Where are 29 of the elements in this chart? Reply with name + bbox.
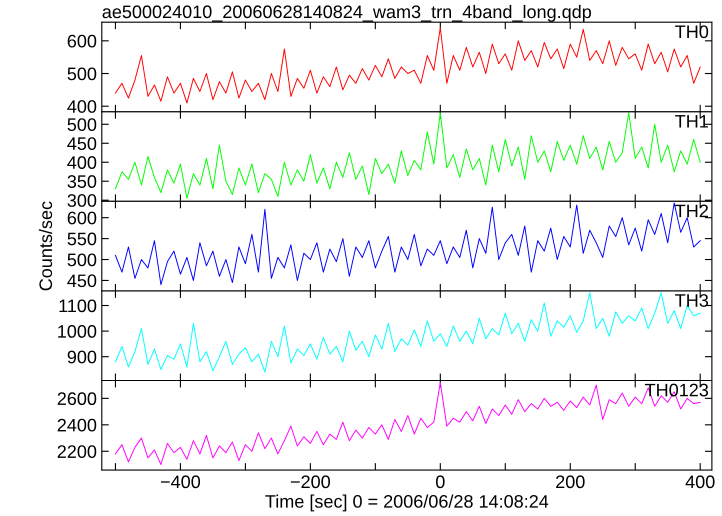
- y-tick-label: 2400: [58, 418, 96, 432]
- y-tick-label: 350: [68, 175, 96, 188]
- y-tick-label: 600: [68, 34, 96, 48]
- series-label: TH0: [675, 25, 708, 38]
- chart-title: ae500024010_20060628140824_wam3_trn_4band_long.qdp: [102, 4, 592, 22]
- y-tick-label: 550: [68, 232, 96, 246]
- y-tick-label: 400: [67, 156, 96, 169]
- x-tick-label: 400: [686, 475, 715, 488]
- y-tick-label: 2600: [58, 392, 96, 406]
- y-tick-label: 450: [67, 274, 96, 288]
- y-axis-title: Counts/sec: [38, 201, 52, 290]
- x-tick-label: −200: [290, 475, 330, 488]
- y-tick-label: 500: [68, 67, 96, 80]
- y-tick-label: 400: [67, 100, 96, 113]
- y-tick-label: 450: [67, 137, 96, 150]
- y-tick-label: 600: [68, 212, 96, 224]
- x-tick-label: 0: [436, 475, 445, 488]
- x-tick-label: 200: [556, 475, 585, 488]
- y-tick-label: 1100: [59, 299, 96, 312]
- y-tick-label: 2200: [58, 445, 96, 458]
- series-label: TH3: [675, 294, 708, 307]
- y-tick-label: 1000: [58, 325, 96, 338]
- y-tick-label: 500: [68, 118, 96, 132]
- x-axis-title: Time [sec] 0 = 2006/06/28 14:08:24: [265, 494, 548, 512]
- x-tick-label: −400: [160, 475, 200, 488]
- y-tick-label: 900: [68, 350, 96, 364]
- y-tick-label: 300: [68, 194, 96, 207]
- series-label: TH1: [675, 115, 708, 128]
- y-tick-label: 500: [68, 253, 96, 266]
